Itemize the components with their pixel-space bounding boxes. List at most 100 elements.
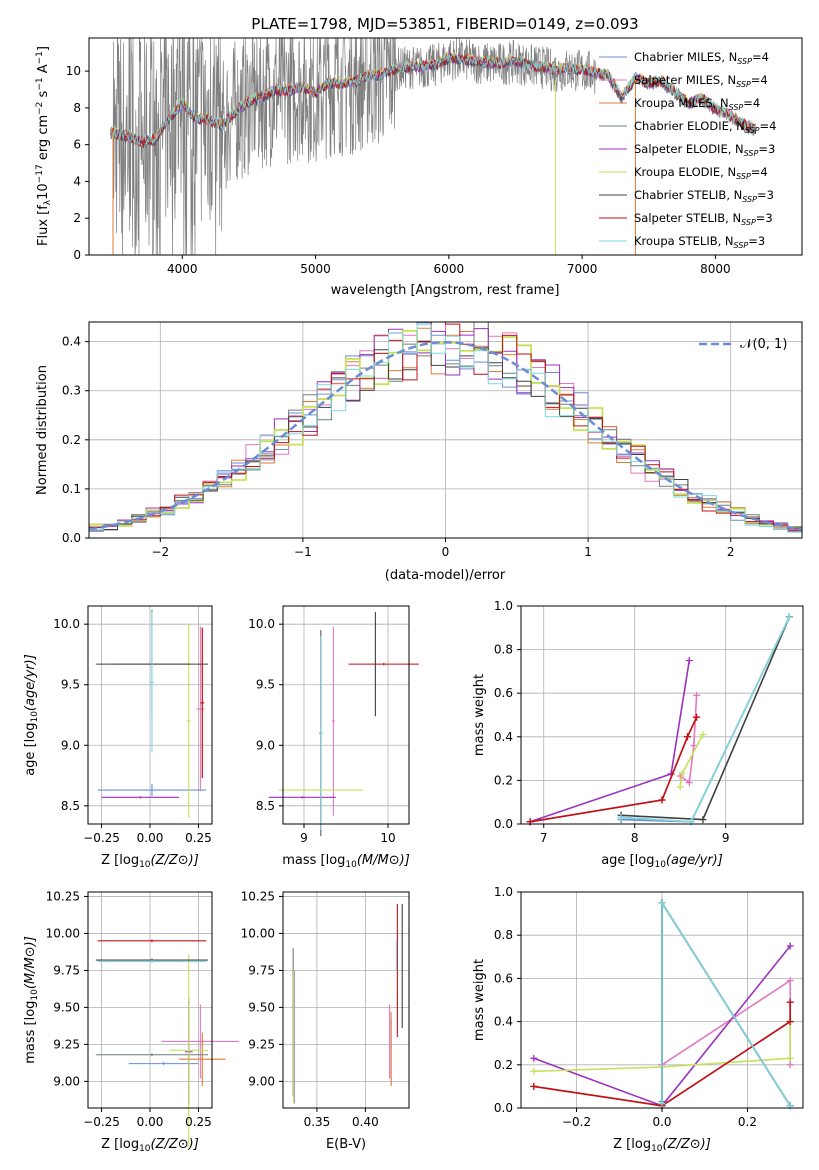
spectrum-ytick-label: 8: [73, 101, 81, 115]
mass_vs_Z-xlabel: Z [log10(Z/Z⊙)]: [101, 1137, 199, 1154]
axes-frame: [520, 605, 804, 825]
spectrum-ytick-label: 4: [73, 174, 81, 188]
ytick-label: 1.0: [494, 885, 513, 899]
spectrum-xtick-label: 6000: [434, 262, 465, 276]
ytick-label: 0.2: [494, 773, 513, 787]
spectrum-ytick-label: 10: [66, 64, 81, 78]
spectrum-legend: Chabrier MILES, NSSP=4 Salpeter MILES, NS…: [599, 50, 776, 250]
xtick-label: 0.25: [185, 831, 212, 845]
mass_weight_vs_Z-xlabel: Z [log10(Z/Z⊙)]: [613, 1137, 711, 1154]
residual-xlabel: (data-model)/error: [385, 568, 506, 583]
ytick-label: 10.25: [46, 889, 80, 903]
legend-label-2: Kroupa MILES, NSSP=4: [634, 96, 760, 112]
axes-frame: [282, 891, 410, 1109]
xtick-label: −0.2: [562, 1115, 591, 1129]
ytick-label: 0.2: [494, 1058, 513, 1072]
spectrum-ytick-label: 2: [73, 211, 81, 225]
ytick-label: 9.0: [256, 738, 275, 752]
ytick-label: 9.00: [248, 1074, 275, 1088]
spectrum-xtick-label: 5000: [300, 262, 331, 276]
hist-ytick-label: 0.4: [62, 335, 81, 349]
ytick-label: 9.5: [256, 678, 275, 692]
model-spectrum-8: [110, 53, 756, 145]
ytick-label: 10.25: [241, 889, 275, 903]
xtick-label: −0.25: [83, 1115, 120, 1129]
hist-xtick-label: 1: [584, 545, 592, 559]
mass_vs_EBV-panel: 0.35 0.40 9.00 9.25 9.50 9.75 10.00 10.25 E(B-V): [241, 889, 410, 1152]
ytick-label: 0.8: [494, 643, 513, 657]
weight-line-7: [529, 716, 698, 823]
ytick-label: 0.4: [494, 1015, 513, 1029]
ytick-label: 9.50: [248, 1000, 275, 1014]
legend-label-0: Chabrier MILES, NSSP=4: [634, 50, 769, 66]
normal-legend-label: 𝒩(0, 1): [740, 337, 787, 352]
spectrum-xtick-label: 7000: [567, 262, 598, 276]
ytick-label: 8.5: [256, 799, 275, 813]
hist-ytick-label: 0.1: [62, 482, 81, 496]
ytick-label: 10.00: [241, 926, 275, 940]
mass_vs_Z-panel: −0.25 0.00 0.25 9.00 9.25 9.50 9.75 10.00 10.25 Z…: [23, 889, 240, 1154]
xtick-label: 0.00: [137, 831, 164, 845]
ytick-label: 0.0: [494, 1101, 513, 1115]
legend-label-1: Salpeter MILES, NSSP=4: [634, 73, 768, 89]
spectrum-xtick-label: 4000: [167, 262, 198, 276]
legend-label-3: Chabrier ELODIE, NSSP=4: [634, 119, 776, 135]
xtick-label: 7: [540, 831, 548, 845]
residual-ylabel: Normed distribution: [35, 365, 50, 495]
mass_weight_vs_age-xlabel: age [log10(age/yr)]: [601, 853, 723, 870]
legend-label-8: Kroupa STELIB, NSSP=3: [634, 234, 765, 250]
ytick-label: 9.75: [248, 963, 275, 977]
hist-ytick-label: 0.2: [62, 433, 81, 447]
mass_vs_Z-ylabel: mass [log10(M/M⊙)]: [23, 936, 40, 1064]
spectrum-ytick-label: 6: [73, 138, 81, 152]
legend-label-6: Chabrier STELIB, NSSP=3: [634, 188, 774, 204]
legend-label-7: Salpeter STELIB, NSSP=3: [634, 211, 773, 227]
ytick-label: 9.5: [61, 678, 80, 692]
hist-xtick-label: 2: [727, 545, 735, 559]
ytick-label: 0.4: [494, 730, 513, 744]
xtick-label: 9: [722, 831, 730, 845]
spectrum-ytick-label: 0: [73, 248, 81, 262]
mass_vs_EBV-xlabel: E(B-V): [326, 1137, 366, 1152]
xtick-label: 0.25: [185, 1115, 212, 1129]
ytick-label: 0.0: [494, 817, 513, 831]
ytick-label: 9.25: [53, 1037, 80, 1051]
xtick-label: 8: [631, 831, 639, 845]
legend-label-5: Kroupa ELODIE, NSSP=4: [634, 165, 768, 181]
xtick-label: 9: [300, 831, 308, 845]
spectrum-ylabel: Flux [fλ10−17 erg cm−2 s−1 A−1]: [35, 46, 53, 246]
ytick-label: 9.25: [248, 1037, 275, 1051]
ytick-label: 9.00: [53, 1074, 80, 1088]
ytick-label: 9.75: [53, 963, 80, 977]
age_vs_Z-xlabel: Z [log10(Z/Z⊙)]: [101, 853, 199, 870]
histogram-8: [89, 324, 802, 533]
hist-xtick-label: 0: [442, 545, 450, 559]
weight-line-5: [533, 1021, 791, 1073]
xtick-label: 0.0: [652, 1115, 671, 1129]
ytick-label: 9.50: [53, 1000, 80, 1014]
legend-label-4: Salpeter ELODIE, NSSP=3: [634, 142, 775, 158]
mass_weight_vs_Z-panel: −0.2 0.0 0.2 0.0 0.2 0.4 0.6 0.8 1.0 Z [log10(Z/Z…: [472, 885, 804, 1154]
histogram-7: [89, 321, 802, 531]
xtick-label: 0.00: [137, 1115, 164, 1129]
xtick-label: 0.40: [352, 1115, 379, 1129]
age_vs_mass-panel: 9 10 8.5 9.0 9.5 10.0 mass [log10(M/M⊙)]: [248, 605, 420, 870]
ytick-label: 10.0: [53, 617, 80, 631]
ytick-label: 9.0: [61, 738, 80, 752]
figure-title: PLATE=1798, MJD=53851, FIBERID=0149, z=0…: [251, 15, 638, 33]
ytick-label: 10.0: [248, 617, 275, 631]
xtick-label: −0.25: [83, 831, 120, 845]
ytick-label: 1.0: [494, 599, 513, 613]
xtick-label: 10: [380, 831, 395, 845]
hist-xtick-label: −2: [151, 545, 169, 559]
age_vs_Z-panel: −0.25 0.00 0.25 8.5 9.0 9.5 10.0 Z [log10(Z/Z⊙)…: [23, 605, 213, 870]
hist-xtick-label: −1: [294, 545, 312, 559]
mass_weight_vs_age-panel: 7 8 9 0.0 0.2 0.4 0.6 0.8 1.0 age [log10(age/yr)]…: [472, 599, 804, 870]
hist-ytick-label: 0.0: [62, 531, 81, 545]
hist-ytick-label: 0.3: [62, 384, 81, 398]
mass_weight_vs_age-ylabel: mass weight: [472, 674, 487, 756]
ytick-label: 8.5: [61, 799, 80, 813]
mass_weight_vs_Z-ylabel: mass weight: [472, 959, 487, 1041]
normal-curve: [88, 340, 803, 531]
